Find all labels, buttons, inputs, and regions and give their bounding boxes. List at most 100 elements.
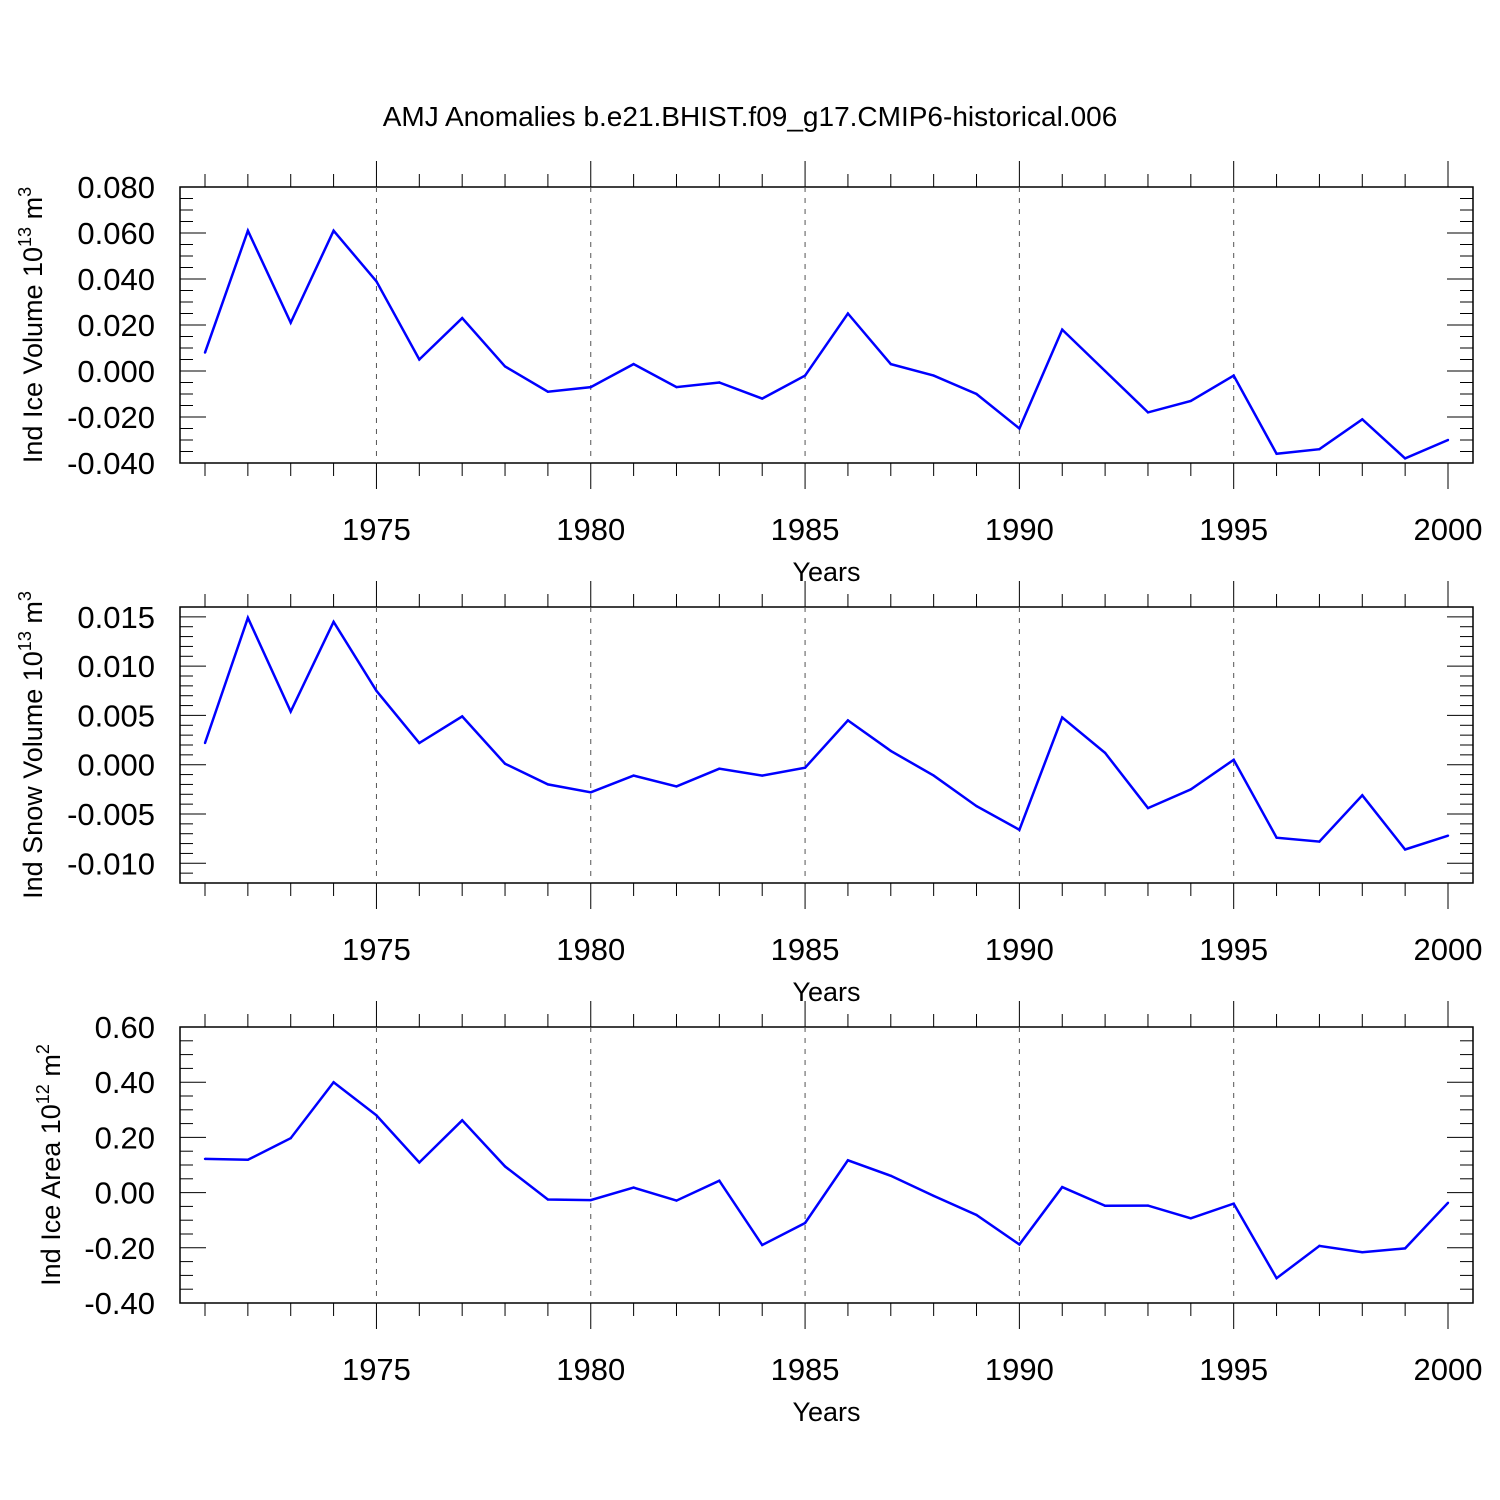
data-point	[1318, 448, 1321, 451]
plot-frame	[179, 1026, 1474, 1304]
x-tick-label: 2000	[1414, 932, 1483, 967]
data-point	[1103, 751, 1107, 755]
data-point	[632, 1186, 635, 1189]
data-point	[1446, 1201, 1450, 1205]
y-tick-label: 0.40	[95, 1065, 155, 1100]
data-point	[375, 689, 378, 692]
data-point	[375, 1114, 378, 1117]
y-tick-label: -0.010	[67, 846, 155, 881]
y-tick-label: 0.010	[77, 649, 155, 684]
data-point	[632, 362, 635, 366]
x-tick-label: 1995	[1199, 932, 1268, 967]
data-point	[546, 783, 550, 786]
data-point	[1103, 369, 1107, 373]
data-point	[932, 1194, 935, 1198]
data-point	[203, 741, 207, 745]
x-tick-label: 1980	[556, 1352, 625, 1387]
figure-title: AMJ Anomalies b.e21.BHIST.f09_g17.CMIP6-…	[383, 101, 1118, 132]
data-point	[889, 362, 892, 366]
data-point	[1275, 836, 1278, 839]
y-tick-label: -0.040	[67, 446, 155, 481]
data-point	[1018, 427, 1021, 430]
data-point	[675, 785, 678, 788]
data-point	[546, 390, 550, 393]
data-point	[1446, 438, 1450, 442]
x-tick-label: 1990	[985, 932, 1054, 967]
data-point	[546, 1198, 550, 1201]
chart-panel-2: 1975 1980 1985 1990 1995 2000 -0.010 -0.005 0.00…	[15, 581, 1482, 1007]
x-tick-label: 1975	[342, 512, 411, 547]
data-point	[718, 381, 721, 384]
data-point	[460, 1119, 464, 1122]
x-tick-label: 1975	[342, 932, 411, 967]
data-point	[203, 351, 207, 354]
data-point	[803, 766, 807, 769]
data-point	[718, 767, 721, 770]
data-point	[761, 397, 764, 400]
x-tick-label: 2000	[1414, 512, 1483, 547]
series-line	[203, 227, 1449, 460]
y-tick-label: 0.040	[77, 262, 155, 297]
data-point	[632, 774, 635, 777]
data-point	[1403, 1247, 1407, 1250]
data-point	[1103, 1204, 1107, 1208]
x-tick-label: 1975	[342, 1352, 411, 1387]
data-point	[332, 620, 335, 623]
data-point	[761, 774, 764, 777]
data-point	[289, 1137, 292, 1140]
data-point	[1146, 411, 1150, 414]
data-point	[803, 1221, 807, 1225]
x-tick-label: 1985	[771, 512, 840, 547]
data-point	[1189, 1217, 1193, 1220]
data-point	[418, 358, 421, 361]
data-point	[503, 1165, 507, 1168]
data-point	[761, 1243, 764, 1247]
data-point	[1189, 399, 1193, 403]
y-tick-label: 0.020	[77, 308, 155, 343]
data-point	[1275, 1276, 1278, 1280]
data-point	[1018, 1243, 1021, 1246]
data-point	[846, 719, 850, 722]
y-tick-label: -0.40	[84, 1286, 155, 1321]
data-point	[1232, 758, 1235, 761]
data-point	[1361, 418, 1364, 421]
data-point	[418, 1161, 421, 1164]
y-tick-label: -0.020	[67, 400, 155, 435]
x-axis-title: Years	[792, 557, 860, 587]
data-point	[246, 1158, 250, 1161]
data-point	[675, 1199, 678, 1202]
series-line	[204, 1080, 1449, 1281]
x-tick-label: 1980	[556, 932, 625, 967]
data-point	[1018, 828, 1021, 831]
data-point	[460, 715, 464, 718]
chart-panel-3: 1975 1980 1985 1990 1995 2000 -0.40 -0.20 0.00 0.…	[33, 1001, 1482, 1427]
x-axis-title: Years	[792, 977, 860, 1007]
data-point	[675, 385, 678, 389]
data-point	[332, 1081, 335, 1084]
y-tick-label: 0.080	[77, 170, 155, 205]
x-tick-label: 1980	[556, 512, 625, 547]
data-point	[1403, 457, 1407, 460]
data-point	[803, 374, 807, 377]
y-tick-label: 0.060	[77, 216, 155, 251]
data-point	[1061, 328, 1064, 331]
data-point	[503, 365, 507, 368]
data-point	[1446, 834, 1450, 837]
data-point	[203, 1157, 207, 1161]
x-tick-label: 1995	[1199, 512, 1268, 547]
data-point	[1146, 806, 1150, 810]
data-point	[503, 762, 507, 765]
y-tick-label: 0.000	[77, 748, 155, 783]
y-tick-label: -0.005	[67, 797, 155, 832]
y-axis-title: Ind Ice Volume 1013 m3	[15, 187, 48, 463]
y-axis-title: Ind Ice Area 1012 m2	[33, 1044, 66, 1286]
data-point	[975, 804, 978, 808]
series-line	[203, 614, 1449, 851]
y-tick-label: 0.60	[95, 1010, 155, 1045]
x-tick-label: 1990	[985, 1352, 1054, 1387]
plot-frame	[179, 186, 1474, 464]
data-point	[1146, 1204, 1150, 1207]
data-point	[589, 1198, 592, 1202]
y-tick-label: 0.000	[77, 354, 155, 389]
data-point	[589, 791, 592, 794]
